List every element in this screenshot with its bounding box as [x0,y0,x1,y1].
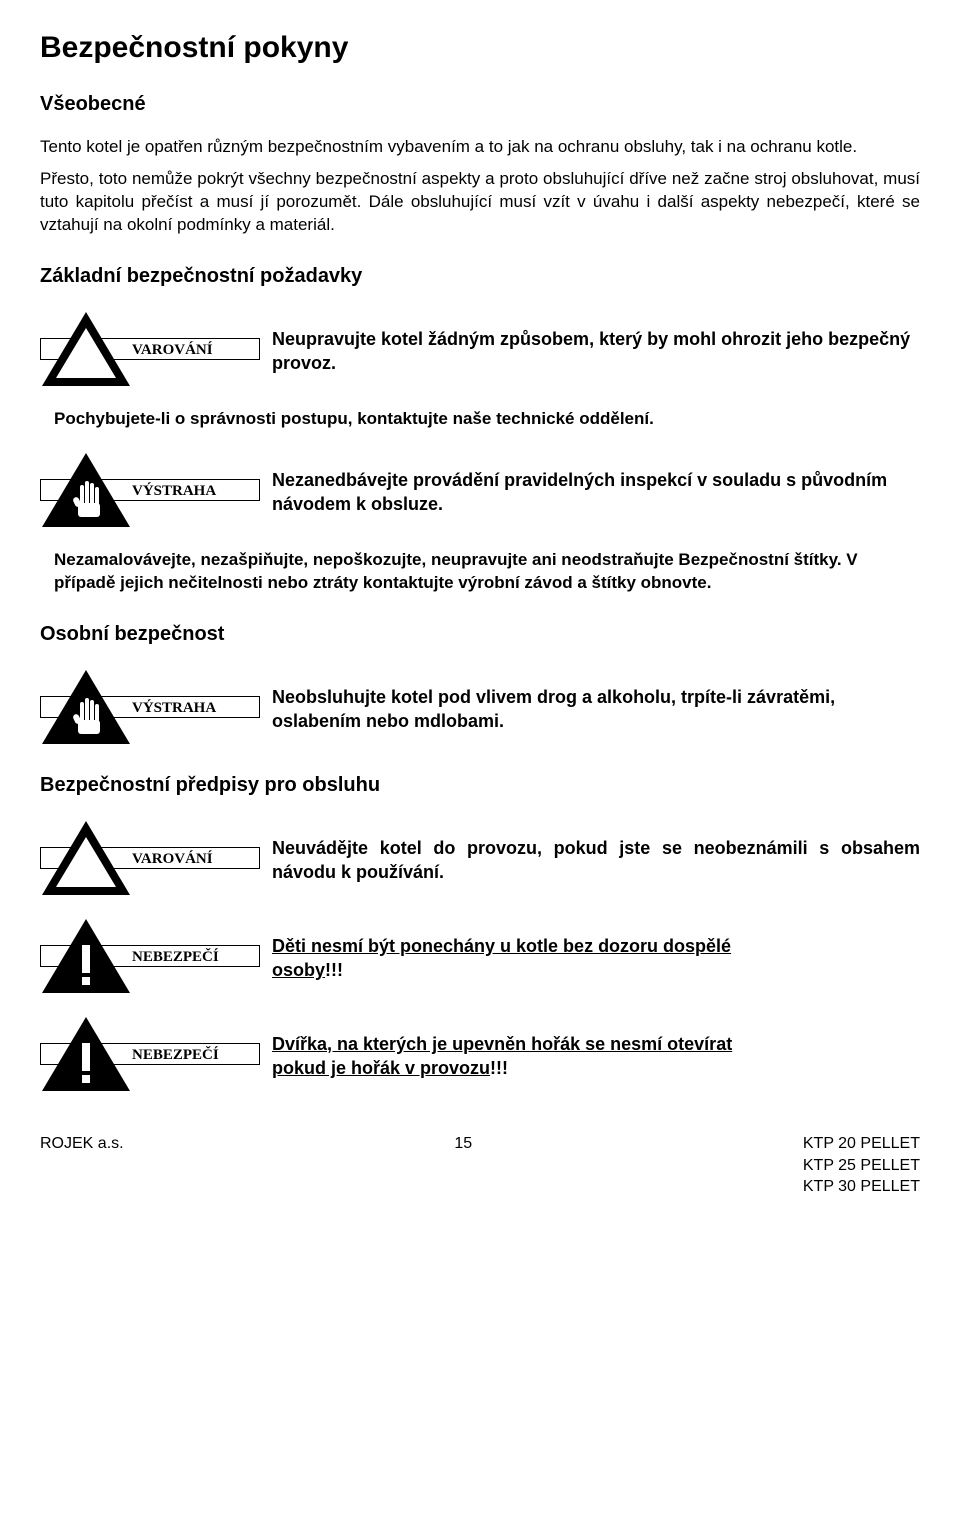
caution-icon-box: VÝSTRAHA [40,668,260,746]
warning-icon-box: VAROVÁNÍ [40,819,260,897]
sub-personal-safety: Osobní bezpečnost [40,621,920,648]
callout-msg-3: Neobsluhujte kotel pod vlivem drog a alk… [272,681,920,734]
danger-label-text: NEBEZPEČÍ [132,1045,219,1065]
callout-caution-1: VÝSTRAHA Nezanedbávejte provádění pravid… [40,451,920,529]
danger-icon-box: NEBEZPEČÍ [40,917,260,995]
warning-label-text: VAROVÁNÍ [132,340,213,360]
footer-right: KTP 20 PELLET KTP 25 PELLET KTP 30 PELLE… [803,1133,920,1198]
sub-general: Všeobecné [40,91,920,118]
intro-paragraph-1: Tento kotel je opatřen různým bezpečnost… [40,136,920,159]
callout-warning-1: VAROVÁNÍ Neupravujte kotel žádným způsob… [40,310,920,388]
footer-page-number: 15 [454,1133,472,1198]
caution-hand-icon [40,668,132,746]
page-footer: ROJEK a.s. 15 KTP 20 PELLET KTP 25 PELLE… [40,1133,920,1198]
danger-icon-box: NEBEZPEČÍ [40,1015,260,1093]
warning-icon-box: VAROVÁNÍ [40,310,260,388]
callout-msg-6: Dvířka, na kterých je upevněn hořák se n… [272,1028,920,1081]
callout-danger-1: NEBEZPEČÍ Děti nesmí být ponechány u kot… [40,917,920,995]
warning-triangle-icon [40,310,132,388]
callout-msg-1: Neupravujte kotel žádným způsobem, který… [272,323,920,376]
callout-msg-4: Neuvádějte kotel do provozu, pokud jste … [272,832,920,885]
intro-paragraph-2: Přesto, toto nemůže pokrýt všechny bezpe… [40,168,920,237]
caution-hand-icon [40,451,132,529]
caution-label-text: VÝSTRAHA [132,698,216,718]
callout-danger-2: NEBEZPEČÍ Dvířka, na kterých je upevněn … [40,1015,920,1093]
warning-triangle-icon [40,819,132,897]
danger-exclamation-icon [40,917,132,995]
callout-msg-2: Nezanedbávejte provádění pravidelných in… [272,464,920,517]
caution-icon-box: VÝSTRAHA [40,451,260,529]
danger-label-text: NEBEZPEČÍ [132,947,219,967]
caution-label-text: VÝSTRAHA [132,481,216,501]
sub-basic-requirements: Základní bezpečnostní požadavky [40,263,920,290]
danger-exclamation-icon [40,1015,132,1093]
callout-msg-5: Děti nesmí být ponechány u kotle bez doz… [272,930,920,983]
interjection-1: Pochybujete-li o správnosti postupu, kon… [54,408,920,431]
sub-operation-regulations: Bezpečnostní předpisy pro obsluhu [40,772,920,799]
interjection-2: Nezamalovávejte, nezašpiňujte, nepoškozu… [54,549,920,595]
warning-label-text: VAROVÁNÍ [132,849,213,869]
doc-title: Bezpečnostní pokyny [40,28,920,69]
callout-warning-2: VAROVÁNÍ Neuvádějte kotel do provozu, po… [40,819,920,897]
callout-caution-2: VÝSTRAHA Neobsluhujte kotel pod vlivem d… [40,668,920,746]
footer-left: ROJEK a.s. [40,1133,124,1198]
